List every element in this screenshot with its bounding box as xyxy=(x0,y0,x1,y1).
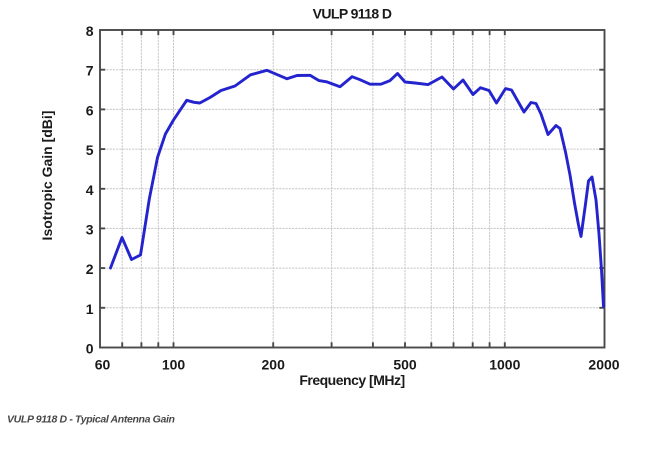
svg-text:7: 7 xyxy=(86,63,94,79)
svg-text:4: 4 xyxy=(86,182,94,198)
svg-text:VULP 9118 D - Typical Antenna: VULP 9118 D - Typical Antenna Gain xyxy=(7,414,175,426)
svg-text:Isotropic Gain [dBi]: Isotropic Gain [dBi] xyxy=(39,111,55,241)
svg-text:3: 3 xyxy=(86,221,94,237)
svg-text:6: 6 xyxy=(86,102,94,118)
svg-text:1000: 1000 xyxy=(489,357,520,373)
svg-text:VULP 9118 D: VULP 9118 D xyxy=(313,6,392,22)
svg-text:8: 8 xyxy=(86,23,94,39)
svg-text:500: 500 xyxy=(393,357,417,373)
svg-text:2000: 2000 xyxy=(588,357,619,373)
svg-text:5: 5 xyxy=(86,142,94,158)
svg-text:0: 0 xyxy=(86,341,94,357)
svg-text:Frequency [MHz]: Frequency [MHz] xyxy=(299,372,404,388)
svg-text:1: 1 xyxy=(86,301,94,317)
svg-text:60: 60 xyxy=(95,357,111,373)
svg-text:100: 100 xyxy=(162,357,186,373)
svg-text:2: 2 xyxy=(86,261,94,277)
svg-text:200: 200 xyxy=(262,357,286,373)
